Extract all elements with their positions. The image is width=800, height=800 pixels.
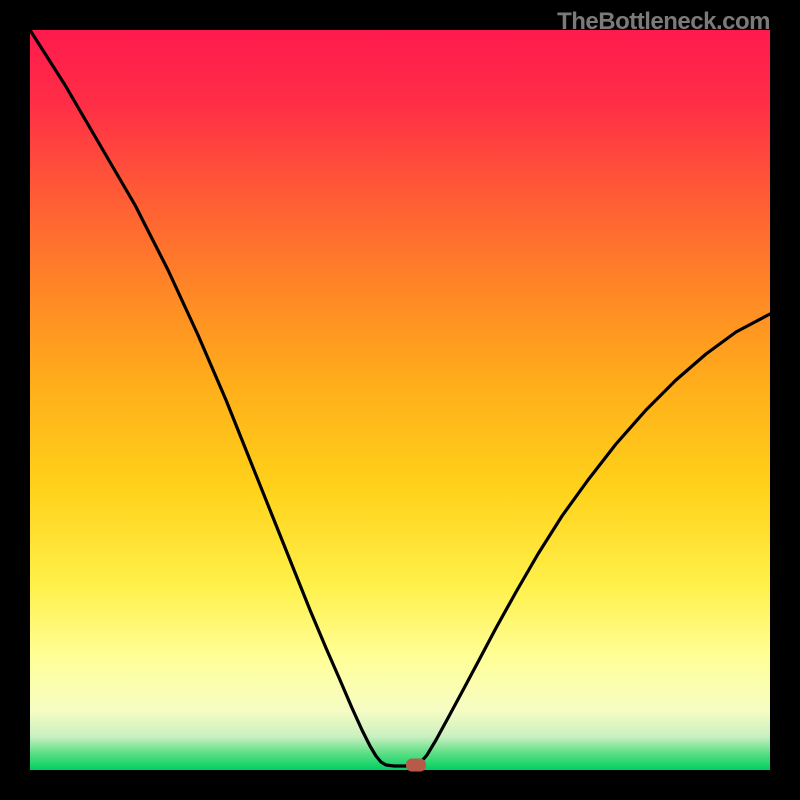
plot-background xyxy=(30,30,770,770)
watermark-text: TheBottleneck.com xyxy=(557,8,770,36)
optimal-point-marker xyxy=(406,759,426,772)
bottleneck-chart xyxy=(0,0,800,800)
